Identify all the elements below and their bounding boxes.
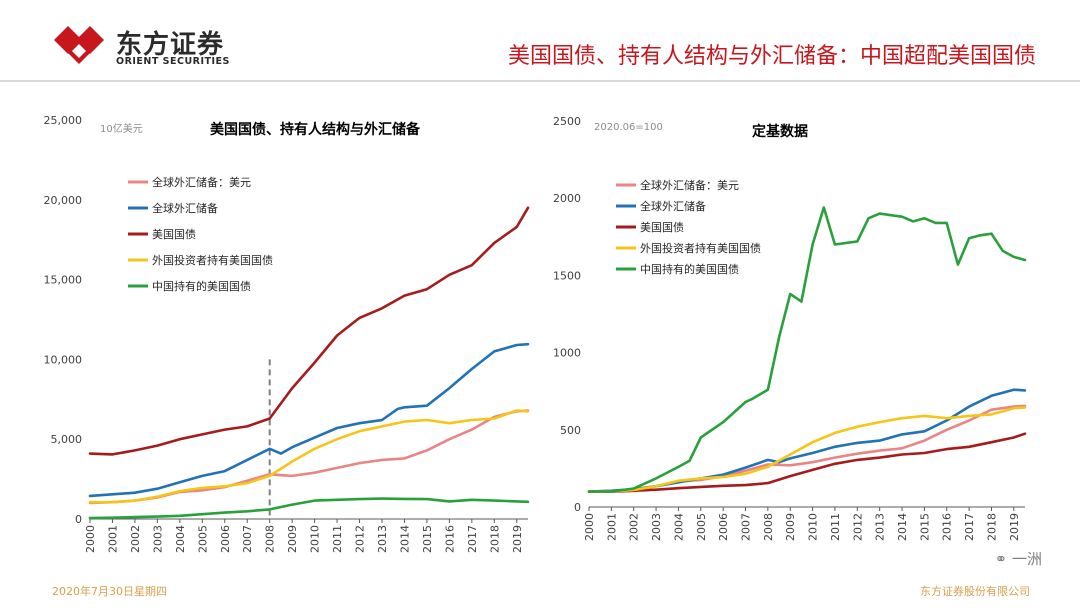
wechat-icon: ⚭	[994, 550, 1008, 568]
x-tick-label: 2011	[829, 513, 842, 541]
footer-date: 2020年7月30日星期四	[52, 585, 167, 598]
x-tick-label: 2001	[605, 513, 618, 541]
x-tick-label: 2003	[151, 525, 164, 553]
y-tick-label: 1000	[553, 347, 581, 360]
x-tick-label: 2014	[398, 525, 411, 553]
x-tick-label: 2019	[511, 525, 524, 553]
x-tick-label: 2016	[443, 525, 456, 553]
legend-label-2: 美国国债	[152, 227, 196, 241]
y-tick-label: 20,000	[44, 194, 83, 207]
logo-english-name: ORIENT SECURITIES	[116, 56, 230, 67]
x-tick-label: 2005	[196, 525, 209, 553]
logo-chinese-name: 东方证券	[116, 30, 225, 60]
chart-left-svg: 美国国债、持有人结构与外汇储备 10亿美元 0 5,000 10,000 15,000…	[44, 114, 530, 553]
series-line-2	[88, 206, 530, 456]
orient-securities-logo	[54, 26, 104, 64]
x-tick-label: 2007	[241, 525, 254, 553]
y-tick-label: 500	[560, 424, 581, 437]
series-line-4	[587, 206, 1027, 493]
legend-label-0: 全球外汇储备：美元	[640, 178, 739, 192]
watermark-text: 一洲	[1011, 550, 1042, 568]
x-tick-label: 2004	[174, 525, 187, 553]
x-tick-label: 2011	[331, 525, 344, 553]
y-tick-label: 0	[75, 513, 82, 526]
legend-label-3: 外国投资者持有美国国债	[640, 241, 761, 255]
x-tick-label: 2015	[918, 513, 931, 541]
legend-label-1: 全球外汇储备	[152, 201, 218, 215]
x-tick-label: 2000	[84, 525, 97, 553]
x-tick-label: 2001	[106, 525, 119, 553]
x-tick-label: 2012	[851, 513, 864, 541]
y-tick-label: 1500	[553, 269, 581, 282]
x-tick-label: 2000	[583, 513, 596, 541]
x-tick-label: 2007	[740, 513, 753, 541]
chart-right-svg: 定基数据 2020.06=100 0 500 1000 1500 2000 2500 200…	[553, 115, 1027, 541]
x-tick-label: 2009	[286, 525, 299, 553]
page-title: 美国国债、持有人结构与外汇储备：中国超配美国国债	[507, 44, 1036, 69]
legend-label-3: 外国投资者持有美国国债	[152, 253, 273, 267]
chart-right-unit: 2020.06=100	[594, 122, 663, 133]
series-line-1	[587, 388, 1027, 493]
series-line-1	[88, 342, 530, 498]
x-tick-label: 2002	[129, 525, 142, 553]
x-tick-label: 2017	[466, 525, 479, 553]
x-tick-label: 2005	[695, 513, 708, 541]
header-divider	[0, 80, 1080, 82]
legend-label-0: 全球外汇储备：美元	[152, 175, 251, 189]
chart-left-title: 美国国债、持有人结构与外汇储备	[210, 121, 421, 138]
y-tick-label: 2000	[553, 192, 581, 205]
legend-label-4: 中国持有的美国国债	[640, 262, 739, 276]
x-tick-label: 2017	[963, 513, 976, 541]
chart-treasury-holders-reserves: 美国国债、持有人结构与外汇储备 10亿美元 0 5,000 10,000 15,000…	[0, 100, 540, 580]
series-line-3	[587, 406, 1027, 493]
footer-company: 东方证券股份有限公司	[920, 585, 1030, 598]
x-tick-label: 2010	[807, 513, 820, 541]
x-tick-label: 2010	[309, 525, 322, 553]
series-line-4	[88, 497, 530, 520]
x-tick-label: 2016	[941, 513, 954, 541]
x-tick-label: 2014	[896, 513, 909, 541]
x-tick-label: 2013	[874, 513, 887, 541]
chart-right-title: 定基数据	[752, 123, 808, 140]
legend-label-1: 全球外汇储备	[640, 199, 706, 213]
series-line-3	[88, 409, 530, 504]
chart-left-unit: 10亿美元	[100, 122, 143, 135]
x-tick-label: 2008	[264, 525, 277, 553]
x-tick-label: 2006	[717, 513, 730, 541]
x-tick-label: 2006	[219, 525, 232, 553]
x-tick-label: 2012	[354, 525, 367, 553]
y-tick-label: 10,000	[44, 353, 83, 366]
y-tick-label: 15,000	[44, 274, 83, 287]
y-tick-label: 2500	[553, 115, 581, 128]
x-tick-label: 2015	[421, 525, 434, 553]
x-tick-label: 2019	[1008, 513, 1021, 541]
legend-label-4: 中国持有的美国国债	[152, 279, 251, 293]
y-tick-label: 25,000	[44, 114, 83, 127]
x-tick-label: 2004	[672, 513, 685, 541]
x-tick-label: 2009	[784, 513, 797, 541]
watermark: ⚭ 一洲	[995, 548, 1042, 569]
x-tick-label: 2018	[985, 513, 998, 541]
y-tick-label: 5,000	[51, 433, 83, 446]
legend-label-2: 美国国债	[640, 220, 684, 234]
x-tick-label: 2008	[762, 513, 775, 541]
x-tick-label: 2003	[650, 513, 663, 541]
y-tick-label: 0	[574, 501, 581, 514]
x-tick-label: 2018	[488, 525, 501, 553]
header: 东方证券 ORIENT SECURITIES 美国国债、持有人结构与外汇储备：中…	[0, 0, 1080, 86]
chart-fixed-base-index: 定基数据 2020.06=100 0 500 1000 1500 2000 2500 200…	[540, 100, 1050, 580]
series-line-2	[587, 432, 1027, 494]
x-tick-label: 2013	[376, 525, 389, 553]
x-tick-label: 2002	[628, 513, 641, 541]
